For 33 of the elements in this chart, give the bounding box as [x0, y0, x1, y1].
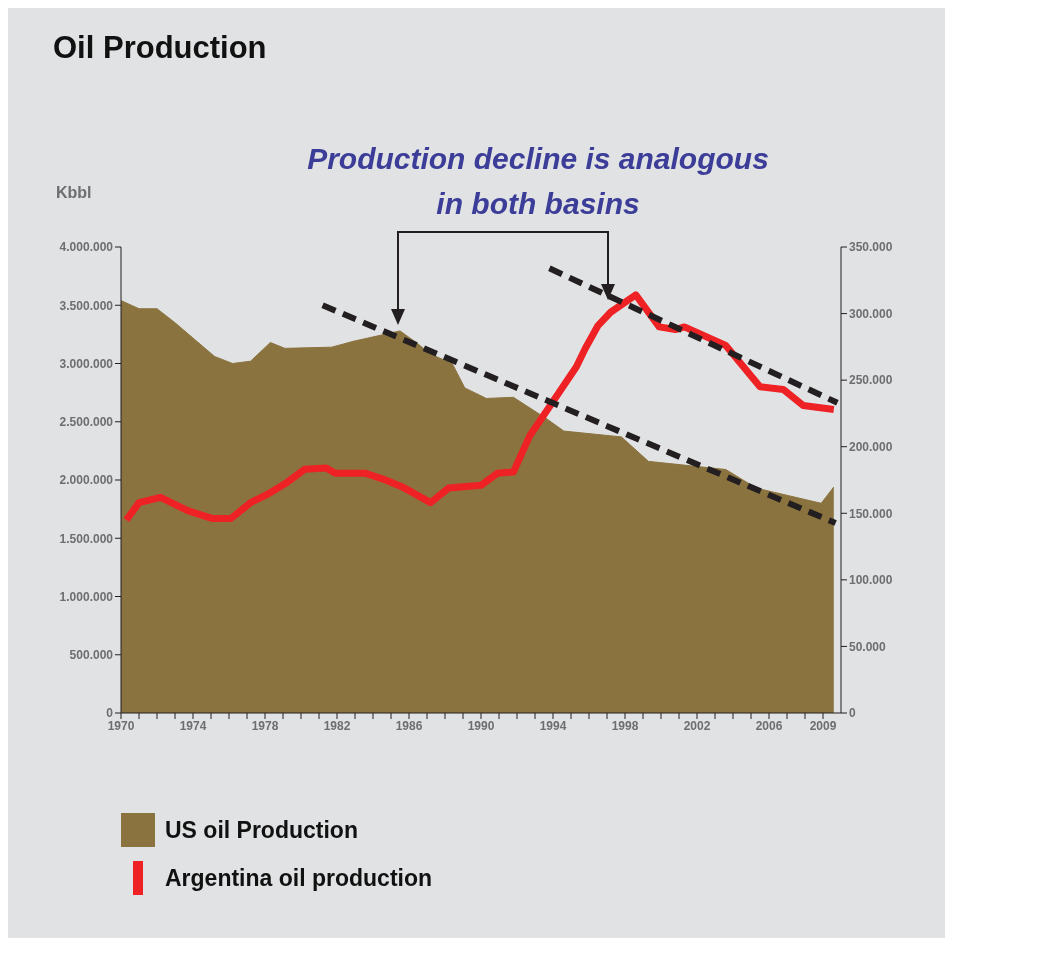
y-tick-label: 2.500.000: [59, 415, 114, 430]
x-tick-label: 1978: [251, 718, 279, 733]
chart-title: Oil Production: [53, 30, 267, 66]
x-tick-label: 2002: [683, 718, 711, 733]
x-tick-label: 2006: [755, 718, 783, 733]
y2-tick-label: 100.000: [849, 573, 893, 588]
y-tick-label: 4.000.000: [59, 240, 114, 255]
y-axis-title: Kbbl: [56, 184, 92, 202]
x-tick-label: 1986: [395, 718, 423, 733]
y-tick-label: 1.000.000: [59, 589, 114, 604]
x-tick-label: 2009: [809, 718, 837, 733]
x-tick-label: 1974: [179, 718, 207, 733]
y-tick-label: 1.500.000: [59, 531, 114, 546]
y-tick-label: 3.000.000: [59, 356, 114, 371]
y2-tick-label: 150.000: [849, 506, 893, 521]
legend-label: US oil Production: [165, 816, 358, 844]
y2-tick-label: 300.000: [849, 306, 893, 321]
y2-tick-label: 250.000: [849, 373, 893, 388]
y-tick-label: 3.500.000: [59, 298, 114, 313]
y2-tick-label: 350.000: [849, 240, 893, 255]
x-tick-label: 1990: [467, 718, 495, 733]
x-tick-label: 1994: [539, 718, 567, 733]
y2-tick-label: 0: [849, 706, 856, 721]
y2-tick-label: 50.000: [849, 639, 887, 654]
x-tick-label: 1982: [323, 718, 351, 733]
y-tick-label: 500.000: [69, 648, 114, 663]
text: Production decline is analogous in both basins: [306, 141, 770, 222]
x-tick-label: 1998: [611, 718, 639, 733]
y2-tick-label: 200.000: [849, 439, 893, 454]
x-tick-label: 1970: [107, 718, 135, 733]
legend-label: Argentina oil production: [165, 864, 433, 892]
y-tick-label: 2.000.000: [59, 473, 114, 488]
y-tick-label: 0: [106, 706, 114, 721]
